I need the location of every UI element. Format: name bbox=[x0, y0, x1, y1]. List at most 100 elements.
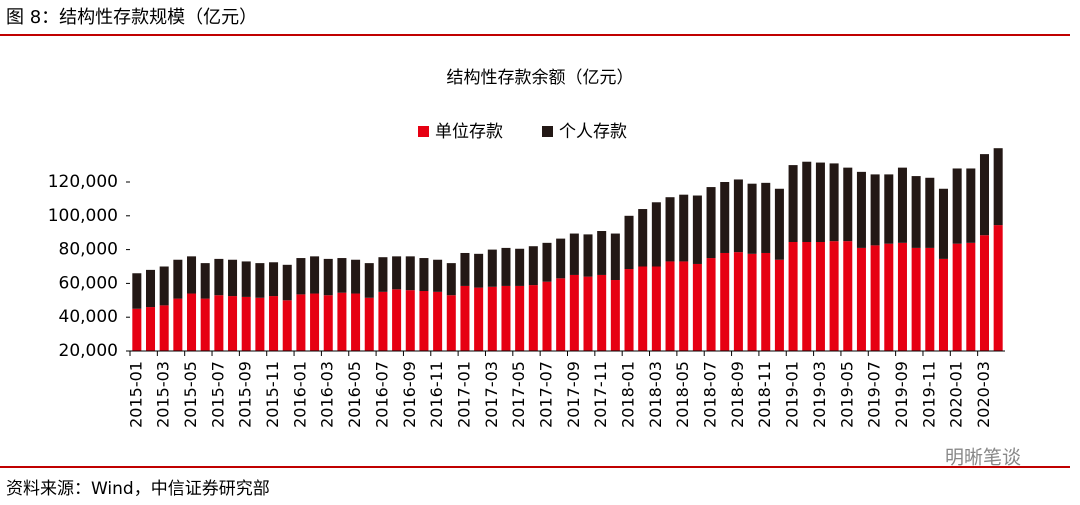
bar-segment bbox=[282, 264, 292, 301]
bar-segment bbox=[870, 245, 880, 351]
bar-segment bbox=[706, 187, 716, 259]
bar-segment bbox=[815, 162, 825, 242]
bar-segment bbox=[747, 183, 757, 254]
bar-segment bbox=[843, 167, 853, 242]
y-tick-label: 100,000 bbox=[48, 206, 118, 226]
bar-segment bbox=[419, 258, 429, 292]
bar-segment bbox=[460, 252, 470, 286]
bar-segment bbox=[474, 287, 484, 351]
legend-label: 个人存款 bbox=[559, 122, 627, 142]
bar-segment bbox=[624, 215, 634, 270]
x-tick-label: 2019-03 bbox=[810, 361, 829, 428]
y-tick-label: 120,000 bbox=[48, 172, 118, 192]
x-tick-label: 2019-07 bbox=[865, 361, 884, 428]
bar-segment bbox=[802, 161, 812, 242]
bar-segment bbox=[255, 263, 265, 298]
x-tick-label: 2015-03 bbox=[154, 361, 173, 428]
bar-segment bbox=[528, 246, 538, 286]
bar-segment bbox=[925, 177, 935, 248]
bar-segment bbox=[145, 307, 156, 351]
bar-segment bbox=[966, 168, 976, 243]
legend-swatch bbox=[542, 126, 553, 137]
bar-segment bbox=[979, 154, 990, 236]
bar-segment bbox=[228, 259, 238, 297]
bar-segment bbox=[583, 234, 593, 277]
x-tick-label: 2015-09 bbox=[236, 361, 255, 428]
bar-segment bbox=[938, 258, 948, 351]
bar-segment bbox=[323, 258, 333, 296]
bar-segment bbox=[337, 292, 347, 351]
chart-title: 结构性存款余额（亿元） bbox=[447, 68, 634, 88]
bar-segment bbox=[323, 295, 333, 351]
bar-segment bbox=[651, 202, 661, 267]
bar-segment bbox=[159, 266, 169, 306]
bar-segment bbox=[911, 247, 921, 351]
bar-segment bbox=[597, 231, 607, 275]
bar-segment bbox=[310, 293, 320, 351]
bar-segment bbox=[337, 258, 347, 293]
bar-segment bbox=[310, 256, 320, 294]
x-tick-label: 2018-07 bbox=[701, 361, 720, 428]
bar-segment bbox=[925, 247, 935, 351]
bar-segment bbox=[296, 294, 306, 351]
bar-segment bbox=[187, 293, 197, 351]
bar-segment bbox=[556, 278, 566, 351]
x-tick-label: 2020-01 bbox=[947, 361, 966, 428]
bar-segment bbox=[733, 252, 743, 351]
bar-segment bbox=[351, 293, 361, 351]
bar-segment bbox=[542, 242, 552, 282]
x-tick-label: 2017-11 bbox=[591, 361, 610, 428]
bar-segment bbox=[610, 280, 620, 351]
bar-segment bbox=[145, 269, 156, 308]
header-rule bbox=[0, 34, 1070, 36]
x-tick-label: 2018-05 bbox=[673, 361, 692, 428]
bar-segment bbox=[761, 252, 771, 351]
x-tick-label: 2015-05 bbox=[181, 361, 200, 428]
x-tick-label: 2017-05 bbox=[509, 361, 528, 428]
bar-segment bbox=[679, 261, 689, 351]
bar-segment bbox=[747, 253, 757, 351]
figure-title: 图 8：结构性存款规模（亿元） bbox=[6, 7, 257, 28]
bar-segment bbox=[788, 165, 798, 242]
bar-segment bbox=[269, 296, 279, 351]
bar-segment bbox=[528, 285, 538, 351]
bar-segment bbox=[610, 233, 620, 281]
bar-segment bbox=[897, 167, 907, 243]
x-tick-label: 2018-01 bbox=[619, 361, 638, 428]
bar-segment bbox=[200, 263, 210, 299]
bar-segment bbox=[419, 291, 429, 351]
bar-segment bbox=[884, 174, 894, 244]
bar-segment bbox=[993, 148, 1003, 226]
bar-segment bbox=[515, 285, 525, 351]
bar-segment bbox=[187, 256, 197, 294]
bar-segment bbox=[269, 262, 279, 297]
x-tick-label: 2017-09 bbox=[564, 361, 583, 428]
bar-segment bbox=[241, 261, 251, 297]
bar-segment bbox=[952, 168, 962, 244]
bar-segment bbox=[173, 298, 183, 351]
bar-segment bbox=[638, 209, 648, 267]
x-tick-label: 2019-01 bbox=[783, 361, 802, 428]
bar-segment bbox=[282, 300, 292, 351]
bar-segment bbox=[487, 249, 497, 287]
x-tick-label: 2017-01 bbox=[454, 361, 473, 428]
bar-segment bbox=[843, 241, 853, 351]
bar-segment bbox=[378, 257, 388, 292]
bar-segment bbox=[433, 291, 443, 351]
bar-segment bbox=[856, 171, 866, 248]
bar-segment bbox=[993, 225, 1003, 351]
x-tick-label: 2019-05 bbox=[837, 361, 856, 428]
y-tick-label: 20,000 bbox=[59, 341, 118, 361]
bar-segment bbox=[679, 194, 689, 262]
bar-segment bbox=[802, 241, 812, 351]
bar-segment bbox=[952, 243, 962, 351]
bar-segment bbox=[556, 238, 566, 279]
bar-segment bbox=[487, 286, 497, 351]
bar-segment bbox=[392, 256, 402, 290]
bar-segment bbox=[665, 261, 675, 351]
bar-segment bbox=[897, 242, 907, 351]
bar-segment bbox=[460, 285, 470, 351]
bar-segment bbox=[720, 252, 730, 351]
bar-segment bbox=[733, 179, 743, 253]
